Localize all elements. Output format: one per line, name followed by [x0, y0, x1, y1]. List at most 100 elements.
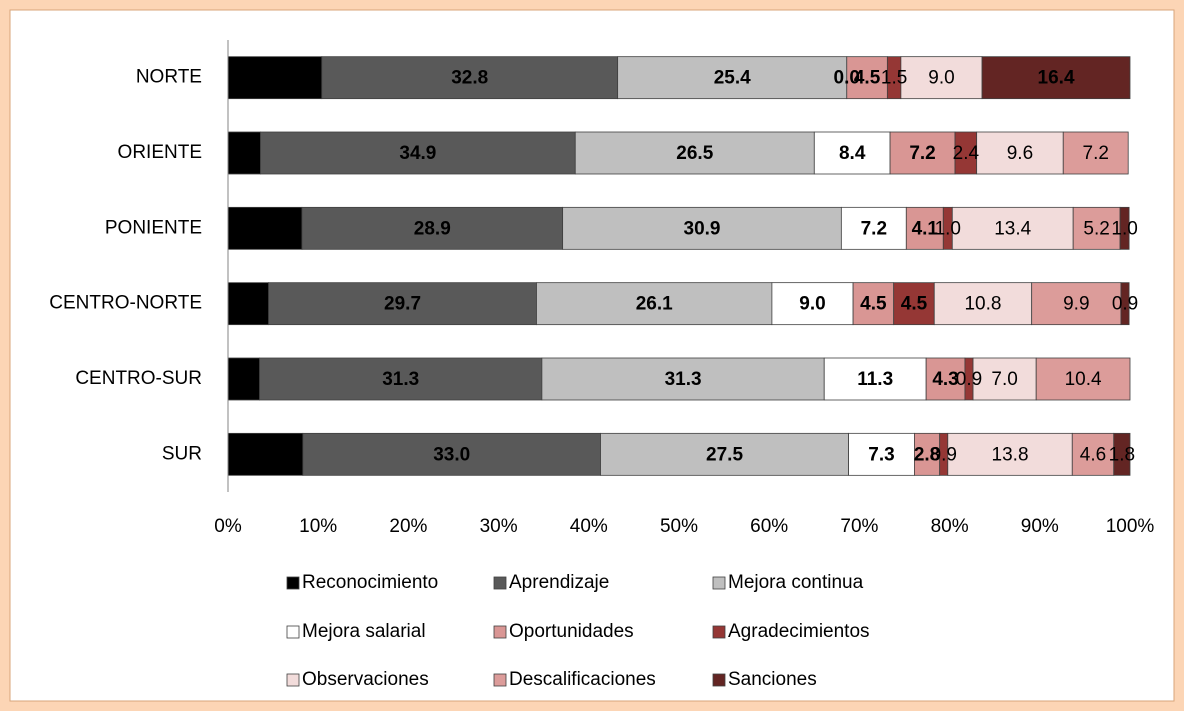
data-label: 0.0	[834, 68, 860, 89]
bar-segment	[933, 282, 1033, 326]
data-label: 27.5	[706, 444, 743, 465]
data-label: 7.2	[861, 218, 887, 239]
bar-segment	[1031, 282, 1122, 326]
legend-swatch	[712, 625, 726, 639]
data-label: 30.9	[684, 218, 721, 239]
legend-label: Observaciones	[302, 669, 429, 690]
data-label: 8.3	[252, 444, 278, 465]
data-label: 7.0	[991, 369, 1017, 390]
data-label: 2.8	[914, 444, 940, 465]
data-label: 29.7	[384, 294, 421, 315]
bar-segment	[301, 206, 564, 250]
bar-segment	[972, 357, 1037, 401]
y-tick-label: ORIENTE	[118, 142, 202, 163]
data-label: 8.4	[839, 143, 866, 164]
bar-segment	[981, 56, 1131, 100]
bar-segment	[771, 282, 854, 326]
y-tick-label: NORTE	[136, 67, 202, 88]
data-label: 8.2	[252, 218, 278, 239]
bar-segment	[227, 357, 260, 401]
legend-swatch	[286, 625, 300, 639]
data-label: 26.5	[676, 143, 713, 164]
y-tick-label: CENTRO-NORTE	[49, 293, 202, 314]
legend-label: Oportunidades	[509, 621, 634, 642]
bar-segment	[1071, 432, 1115, 476]
data-label: 4.5	[901, 294, 928, 315]
data-label: 0.9	[931, 444, 957, 465]
data-label: 9.6	[1007, 143, 1033, 164]
x-tick-label: 90%	[1021, 516, 1059, 537]
legend-label: Mejora continua	[728, 572, 864, 593]
bar-segment	[976, 131, 1064, 175]
x-tick-label: 50%	[660, 516, 698, 537]
bar-segment	[227, 206, 303, 250]
data-label: 26.1	[636, 294, 673, 315]
bar-segment	[889, 131, 956, 175]
bar-segment	[600, 432, 849, 476]
data-label: 13.4	[994, 218, 1031, 239]
data-label: 7.2	[1083, 143, 1109, 164]
x-tick-label: 40%	[570, 516, 608, 537]
data-label: 4.6	[1080, 444, 1106, 465]
data-label: 2.4	[953, 143, 980, 164]
legend-swatch	[712, 673, 726, 687]
x-tick-label: 20%	[389, 516, 427, 537]
bar-segment	[617, 56, 848, 100]
bar-segment	[536, 282, 773, 326]
legend-swatch	[493, 673, 507, 687]
data-label: 9.0	[928, 68, 954, 89]
data-label: 7.2	[909, 143, 935, 164]
x-tick-label: 0%	[214, 516, 242, 537]
data-label: 1.0	[935, 218, 961, 239]
bar-segment	[260, 131, 576, 175]
data-label: 9.0	[799, 294, 825, 315]
data-label: 34.9	[399, 143, 436, 164]
data-label: 9.9	[1063, 294, 1089, 315]
data-label: 4.5	[854, 68, 881, 89]
data-label: 28.9	[414, 218, 451, 239]
x-tick-label: 30%	[480, 516, 518, 537]
data-label: 7.3	[868, 444, 894, 465]
data-label: 10.4	[256, 68, 293, 89]
data-label: 4.1	[912, 218, 939, 239]
data-label: 4.3	[932, 369, 958, 390]
bar-segment	[1072, 206, 1121, 250]
data-label: 13.8	[992, 444, 1029, 465]
legend-label: Mejora salarial	[302, 621, 426, 642]
bar-segment	[227, 56, 323, 100]
data-label: 32.8	[451, 68, 488, 89]
data-label: 0.9	[1112, 294, 1138, 315]
data-label: 25.4	[714, 68, 751, 89]
bar-segment	[1035, 357, 1131, 401]
bar-segment	[1119, 206, 1130, 250]
legend-swatch	[493, 576, 507, 590]
bar-segment	[840, 206, 907, 250]
bar-segment	[227, 131, 261, 175]
data-label: 31.3	[382, 369, 419, 390]
data-label: 4.5	[860, 294, 887, 315]
data-label: 11.3	[857, 369, 893, 390]
bar-segment	[947, 432, 1073, 476]
legend-swatch	[286, 576, 300, 590]
legend-swatch	[493, 625, 507, 639]
data-label: 16.4	[1038, 68, 1075, 89]
data-label: 10.8	[964, 294, 1001, 315]
bar-segment	[852, 282, 895, 326]
legend-label: Sanciones	[728, 669, 817, 690]
data-label: 3.6	[231, 143, 257, 164]
bar-segment	[321, 56, 619, 100]
data-label: 33.0	[433, 444, 470, 465]
x-tick-label: 70%	[840, 516, 878, 537]
legend-label: Descalificaciones	[509, 669, 656, 690]
x-tick-label: 80%	[931, 516, 969, 537]
legend-swatch	[286, 673, 300, 687]
x-tick-label: 100%	[1106, 516, 1155, 537]
bar-segment	[951, 206, 1074, 250]
bar-segment	[1113, 432, 1131, 476]
data-label: 0.9	[956, 369, 982, 390]
data-label: 1.0	[1111, 218, 1137, 239]
data-label: 5.2	[1083, 218, 1109, 239]
bar-segment	[823, 357, 927, 401]
y-tick-label: SUR	[162, 443, 202, 464]
